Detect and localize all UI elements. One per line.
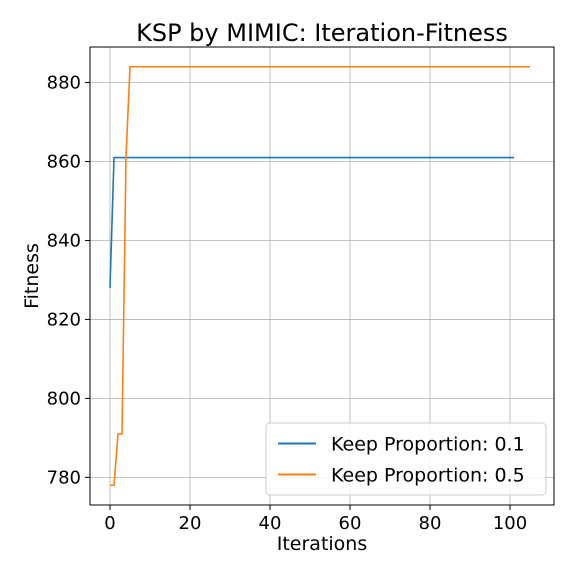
legend-box bbox=[265, 422, 547, 496]
axis-ticks: 0 20 40 60 80 100 780 800 820 840 860 880 bbox=[47, 73, 528, 534]
x-tick-label: 0 bbox=[104, 513, 115, 534]
x-axis-label: Iterations bbox=[277, 533, 368, 555]
y-axis-label: Fitness bbox=[21, 243, 43, 309]
x-tick-label: 20 bbox=[179, 513, 202, 534]
y-tick-label: 880 bbox=[47, 73, 81, 94]
series-line-2 bbox=[110, 65, 530, 487]
grid bbox=[90, 47, 554, 505]
legend-label-1: Keep Proportion: 0.1 bbox=[331, 434, 525, 456]
y-tick-label: 860 bbox=[47, 152, 81, 173]
series-lines bbox=[109, 65, 530, 487]
y-tick-label: 840 bbox=[47, 230, 81, 251]
y-tick-label: 780 bbox=[47, 467, 81, 488]
y-tick-label: 800 bbox=[47, 388, 81, 409]
chart-title: KSP by MIMIC: Iteration-Fitness bbox=[136, 19, 508, 47]
series-line-1 bbox=[109, 156, 514, 288]
y-tick-label: 820 bbox=[47, 309, 81, 330]
x-tick-label: 100 bbox=[493, 513, 527, 534]
x-tick-label: 40 bbox=[259, 513, 282, 534]
legend: Keep Proportion: 0.1 Keep Proportion: 0.5 bbox=[265, 422, 547, 496]
x-tick-label: 60 bbox=[339, 513, 362, 534]
plot-frame bbox=[89, 46, 555, 506]
legend-label-2: Keep Proportion: 0.5 bbox=[331, 465, 525, 487]
x-tick-label: 80 bbox=[419, 513, 442, 534]
